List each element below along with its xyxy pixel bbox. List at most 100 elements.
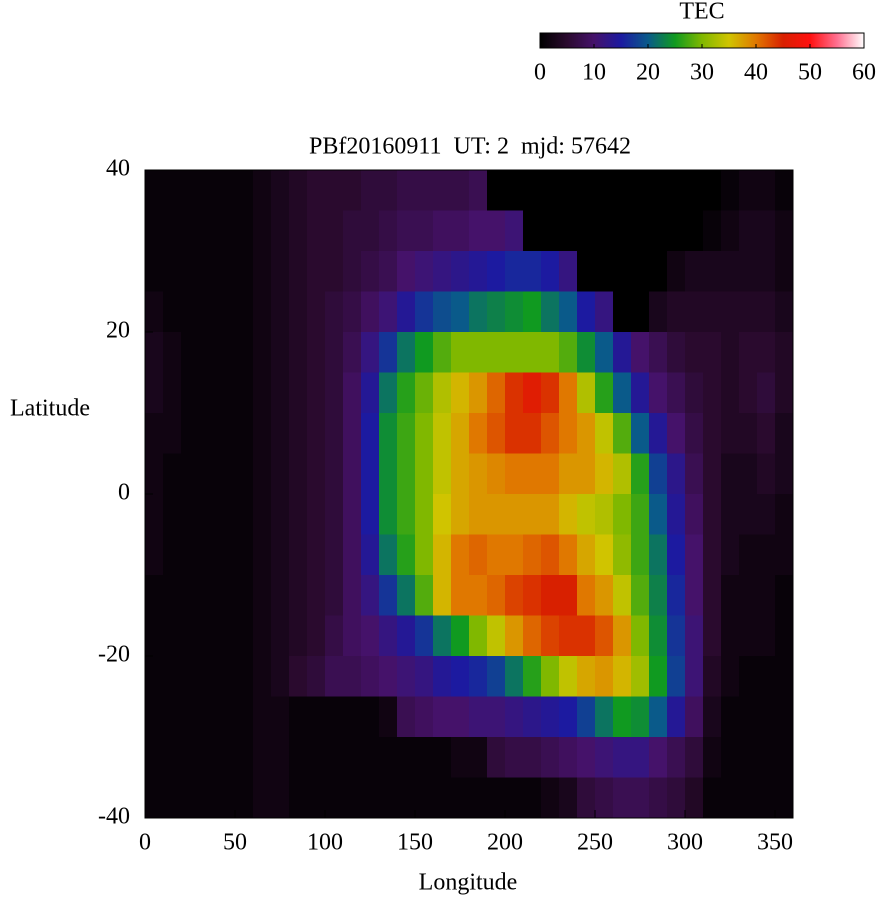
heat-cell xyxy=(361,696,380,738)
heat-cell xyxy=(487,656,506,697)
heat-cell xyxy=(559,696,578,738)
heat-cell xyxy=(145,575,164,616)
heat-cell xyxy=(739,413,758,454)
heat-cell xyxy=(181,251,200,292)
heat-cell xyxy=(217,656,236,697)
heat-cell xyxy=(667,372,686,414)
heat-cell xyxy=(775,615,794,657)
heat-cell xyxy=(685,210,704,252)
heat-cell xyxy=(433,210,452,252)
x-tick-label: 150 xyxy=(397,830,433,856)
heat-cell xyxy=(253,210,272,252)
heat-cell xyxy=(235,737,254,778)
y-axis-label: Latitude xyxy=(10,396,90,422)
heat-cell xyxy=(235,534,254,576)
heat-cell xyxy=(235,494,254,535)
heat-cell xyxy=(541,291,560,333)
heat-cell xyxy=(235,696,254,738)
heat-cell xyxy=(289,615,308,657)
heat-cell xyxy=(649,696,668,738)
heat-cell xyxy=(631,453,650,495)
heat-cell xyxy=(235,656,254,697)
heat-cell xyxy=(145,777,164,819)
heat-cell xyxy=(559,453,578,495)
heat-cell xyxy=(775,777,794,819)
heat-cell xyxy=(289,656,308,697)
heat-cell xyxy=(271,291,290,333)
heat-cell xyxy=(667,696,686,738)
heat-cell xyxy=(343,372,362,414)
heat-cell xyxy=(307,170,326,211)
heat-cell xyxy=(181,453,200,495)
heat-cell xyxy=(775,575,794,616)
heat-cell xyxy=(649,170,668,211)
heat-cell xyxy=(577,372,596,414)
x-tick-label: 300 xyxy=(667,830,703,856)
heat-cell xyxy=(235,413,254,454)
heat-cell xyxy=(361,615,380,657)
heat-cell xyxy=(379,210,398,252)
heat-cell xyxy=(415,251,434,292)
heat-cell xyxy=(775,656,794,697)
heat-cell xyxy=(595,534,614,576)
heat-cell xyxy=(217,170,236,211)
heat-cell xyxy=(613,615,632,657)
heat-cell xyxy=(613,251,632,292)
heat-cell xyxy=(379,575,398,616)
heat-cell xyxy=(145,170,164,211)
heat-cell xyxy=(757,413,776,454)
heat-cell xyxy=(343,615,362,657)
y-tick-label: 0 xyxy=(118,480,130,506)
heat-cell xyxy=(685,696,704,738)
heat-cell xyxy=(415,494,434,535)
heat-cell xyxy=(685,372,704,414)
heat-cell xyxy=(361,534,380,576)
heat-cell xyxy=(343,413,362,454)
heat-cell xyxy=(487,251,506,292)
heat-cell xyxy=(523,737,542,778)
heat-cell xyxy=(289,494,308,535)
heat-cell xyxy=(163,372,182,414)
heat-cell xyxy=(433,453,452,495)
heat-cell xyxy=(181,777,200,819)
heat-cell xyxy=(523,453,542,495)
heat-cell xyxy=(253,575,272,616)
heat-cell xyxy=(667,453,686,495)
heat-cell xyxy=(649,615,668,657)
heat-cell xyxy=(199,291,218,333)
heat-cell xyxy=(631,413,650,454)
heat-cell xyxy=(199,696,218,738)
heat-cell xyxy=(667,413,686,454)
heat-cell xyxy=(505,453,524,495)
heat-cell xyxy=(649,777,668,819)
heat-cell xyxy=(721,494,740,535)
heat-cell xyxy=(775,494,794,535)
heat-cell xyxy=(361,372,380,414)
heat-cell xyxy=(775,332,794,373)
heat-cell xyxy=(577,494,596,535)
heat-cell xyxy=(253,453,272,495)
heat-cell xyxy=(145,332,164,373)
heat-cell xyxy=(343,656,362,697)
heat-cell xyxy=(595,291,614,333)
heat-cell xyxy=(505,413,524,454)
colorbar-tick-label: 40 xyxy=(744,60,768,86)
heat-cell xyxy=(415,656,434,697)
heat-cell xyxy=(469,453,488,495)
colorbar-tick-label: 20 xyxy=(636,60,660,86)
colorbar-tick-label: 10 xyxy=(582,60,606,86)
heat-cell xyxy=(433,251,452,292)
heat-cell xyxy=(505,210,524,252)
heat-cell xyxy=(469,291,488,333)
heat-cell xyxy=(775,534,794,576)
heat-cell xyxy=(433,696,452,738)
heat-cell xyxy=(217,494,236,535)
heat-cell xyxy=(721,777,740,819)
heat-cell xyxy=(721,251,740,292)
heat-cell xyxy=(541,534,560,576)
heat-cell xyxy=(181,534,200,576)
heat-cell xyxy=(163,494,182,535)
heat-cell xyxy=(325,737,344,778)
heat-cell xyxy=(343,332,362,373)
heat-cell xyxy=(775,251,794,292)
